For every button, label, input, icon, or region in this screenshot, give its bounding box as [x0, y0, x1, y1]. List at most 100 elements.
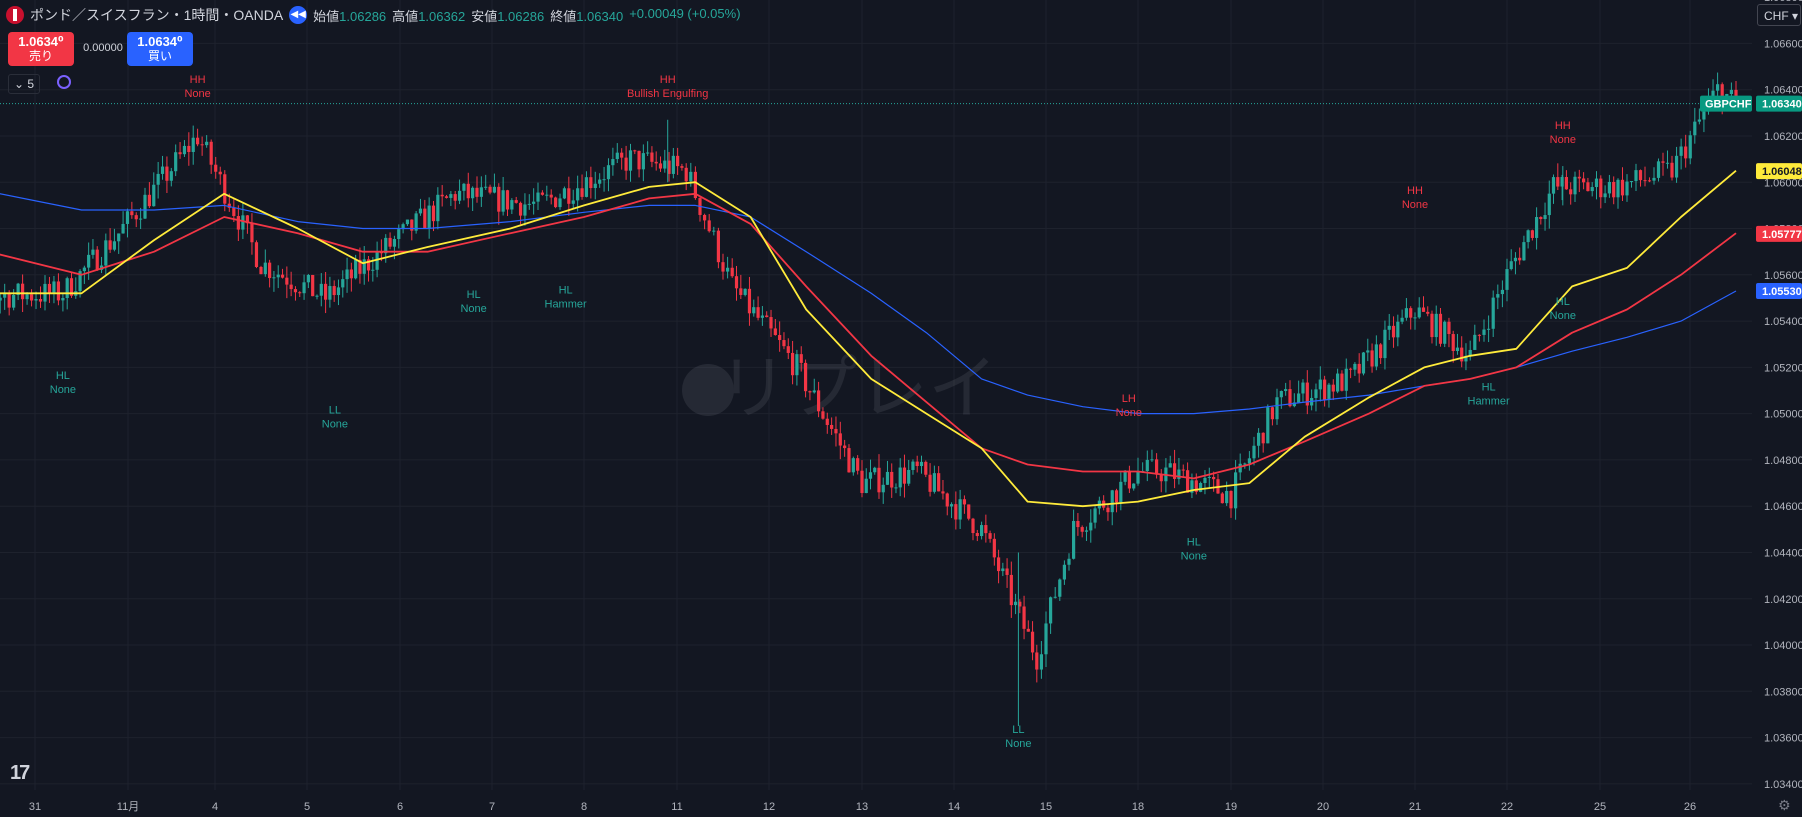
- candle-body: [1207, 476, 1211, 478]
- candle: [730, 258, 734, 278]
- candle-body: [112, 241, 117, 250]
- candle: [1482, 319, 1486, 342]
- candle-body: [851, 458, 855, 473]
- indicator-collapse-button[interactable]: ⌄ 5: [8, 74, 41, 94]
- candle: [1270, 406, 1274, 426]
- candle-body: [984, 525, 988, 534]
- candle: [236, 205, 240, 242]
- candle-body: [1275, 397, 1279, 420]
- candle: [1443, 320, 1447, 348]
- candle-body: [1582, 178, 1586, 183]
- candle: [1652, 167, 1656, 185]
- candle-body: [492, 186, 497, 193]
- price-tick-label: 1.04800: [1764, 455, 1802, 467]
- candle: [1417, 297, 1421, 319]
- candle: [1344, 358, 1348, 400]
- candle-body: [650, 152, 654, 162]
- candle-body: [1539, 217, 1543, 220]
- candle-body: [1292, 402, 1296, 407]
- candle: [1500, 280, 1504, 308]
- symbol-title[interactable]: ポンド／スイスフラン・1時間・OANDA: [30, 7, 284, 23]
- candle-body: [200, 144, 204, 146]
- candle-body: [227, 203, 231, 208]
- candle-body: [615, 152, 619, 160]
- price-tick-label: 1.04600: [1764, 501, 1802, 513]
- buy-button[interactable]: 1.0634⁰ 買い: [127, 32, 193, 66]
- candle: [1288, 380, 1292, 408]
- candle: [1569, 182, 1573, 205]
- candle: [1080, 525, 1084, 538]
- watermark-text: リプレイ: [718, 347, 998, 429]
- candle-body: [756, 307, 760, 318]
- candle-body: [1447, 321, 1451, 335]
- candle-body: [1155, 459, 1159, 475]
- candle-body: [156, 173, 160, 185]
- candle-body: [1301, 382, 1305, 394]
- candle: [593, 171, 597, 200]
- grid-lines: [0, 0, 1752, 790]
- candle: [484, 174, 488, 190]
- candle: [1625, 174, 1629, 202]
- candle: [1599, 175, 1603, 209]
- candle: [606, 158, 611, 192]
- candle: [747, 276, 752, 326]
- candle-body: [1314, 389, 1318, 398]
- candle-body: [1199, 482, 1203, 492]
- candle-body: [1114, 490, 1119, 503]
- candle-body: [1172, 463, 1177, 479]
- candle: [143, 187, 147, 220]
- candle: [280, 268, 285, 279]
- candle-body: [1590, 187, 1594, 192]
- candle-body: [1238, 463, 1242, 473]
- sell-button[interactable]: 1.0634⁰ 売り: [8, 32, 74, 66]
- swing-annotation: HL None: [50, 370, 76, 396]
- candle: [414, 210, 418, 234]
- replay-icon[interactable]: ◀◀: [289, 6, 308, 24]
- candle-body: [466, 183, 470, 199]
- candle-body: [988, 533, 992, 539]
- candle-body: [1366, 350, 1370, 353]
- swing-annotation: LH None: [1116, 393, 1142, 419]
- candle-body: [1616, 179, 1620, 198]
- candle: [95, 246, 99, 271]
- candle-body: [1477, 334, 1481, 336]
- currency-selector[interactable]: CHF ▾: [1757, 4, 1801, 26]
- candle: [1089, 509, 1093, 543]
- candle: [1310, 389, 1314, 411]
- candle-body: [182, 145, 187, 155]
- refresh-icon[interactable]: [57, 75, 71, 89]
- candle-body: [589, 177, 593, 189]
- candle-body: [593, 183, 597, 189]
- candle-body: [1266, 407, 1270, 444]
- tradingview-logo[interactable]: 17: [10, 762, 30, 784]
- candle-body: [289, 284, 293, 290]
- candle: [1513, 252, 1518, 275]
- candle-body: [268, 262, 272, 279]
- candle-body: [808, 391, 812, 393]
- candle-body: [95, 249, 99, 270]
- pattern-label: None: [460, 303, 486, 315]
- candle-body: [1132, 483, 1136, 489]
- candle-body: [949, 504, 954, 507]
- candle-body: [1482, 329, 1486, 335]
- candle-body: [1229, 490, 1233, 509]
- candle-body: [254, 242, 259, 268]
- candle: [1284, 382, 1288, 396]
- candle-body: [214, 164, 218, 172]
- candle-body: [431, 205, 436, 222]
- candle-body: [1123, 470, 1127, 482]
- candle: [328, 276, 332, 308]
- time-tick-label: 22: [1501, 801, 1513, 813]
- candle-body: [134, 215, 138, 220]
- candle: [139, 207, 143, 229]
- candle: [1114, 488, 1119, 513]
- settings-gear-icon[interactable]: ⚙: [1778, 797, 1791, 813]
- candle: [1634, 163, 1638, 192]
- candle: [1729, 82, 1733, 97]
- candle: [209, 139, 213, 174]
- candle: [680, 163, 684, 171]
- candle: [152, 172, 156, 207]
- candle-body: [1526, 230, 1530, 243]
- candle: [479, 176, 483, 207]
